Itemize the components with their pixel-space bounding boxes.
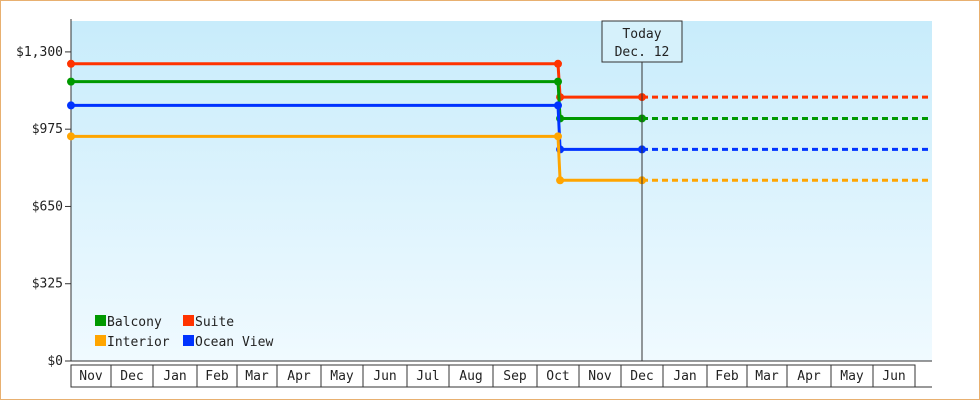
month-label: Apr <box>797 369 821 384</box>
month-label: Jun <box>373 369 396 384</box>
series-point <box>67 59 75 68</box>
legend-swatch <box>95 315 106 326</box>
y-tick-label: $0 <box>47 354 63 369</box>
legend-swatch <box>183 315 194 326</box>
today-label: Today <box>622 27 661 42</box>
month-label: Nov <box>79 369 103 384</box>
y-tick-label: $325 <box>32 277 63 292</box>
y-tick-label: $975 <box>32 122 63 137</box>
month-label: Aug <box>459 369 482 384</box>
month-label: Mar <box>755 369 779 384</box>
month-label: Mar <box>245 369 269 384</box>
series-point <box>554 132 562 141</box>
series-point <box>67 101 75 110</box>
month-label: Nov <box>588 369 612 384</box>
plot-background <box>71 21 932 361</box>
today-date: Dec. 12 <box>615 45 670 60</box>
series-line <box>71 134 642 182</box>
month-label: Jan <box>673 369 696 384</box>
series-point <box>67 77 75 86</box>
month-label: Jul <box>416 369 439 384</box>
month-label: Dec <box>120 369 143 384</box>
month-label: Apr <box>287 369 311 384</box>
month-label: Jun <box>882 369 905 384</box>
series-line <box>71 103 642 151</box>
month-label: May <box>330 369 354 384</box>
series-line <box>71 80 642 120</box>
legend-swatch <box>183 335 194 346</box>
series-point <box>67 132 75 141</box>
today-box <box>601 20 683 63</box>
month-label: Feb <box>715 369 739 384</box>
month-label: Jan <box>163 369 186 384</box>
series-point <box>556 176 565 185</box>
month-label: Sep <box>503 369 527 384</box>
month-label: Dec <box>630 369 653 384</box>
month-label: Feb <box>205 369 229 384</box>
series-point <box>554 59 562 68</box>
y-tick-label: $1,300 <box>16 45 63 60</box>
series-point <box>554 101 562 110</box>
legend-label: Interior <box>107 335 170 350</box>
legend-label: Ocean View <box>195 335 273 350</box>
legend-label: Suite <box>195 315 234 330</box>
legend-swatch <box>95 335 106 346</box>
legend-label: Balcony <box>107 315 162 330</box>
month-label: Oct <box>546 369 569 384</box>
series-point <box>554 77 562 86</box>
y-tick-label: $650 <box>32 199 63 214</box>
month-label: May <box>840 369 864 384</box>
